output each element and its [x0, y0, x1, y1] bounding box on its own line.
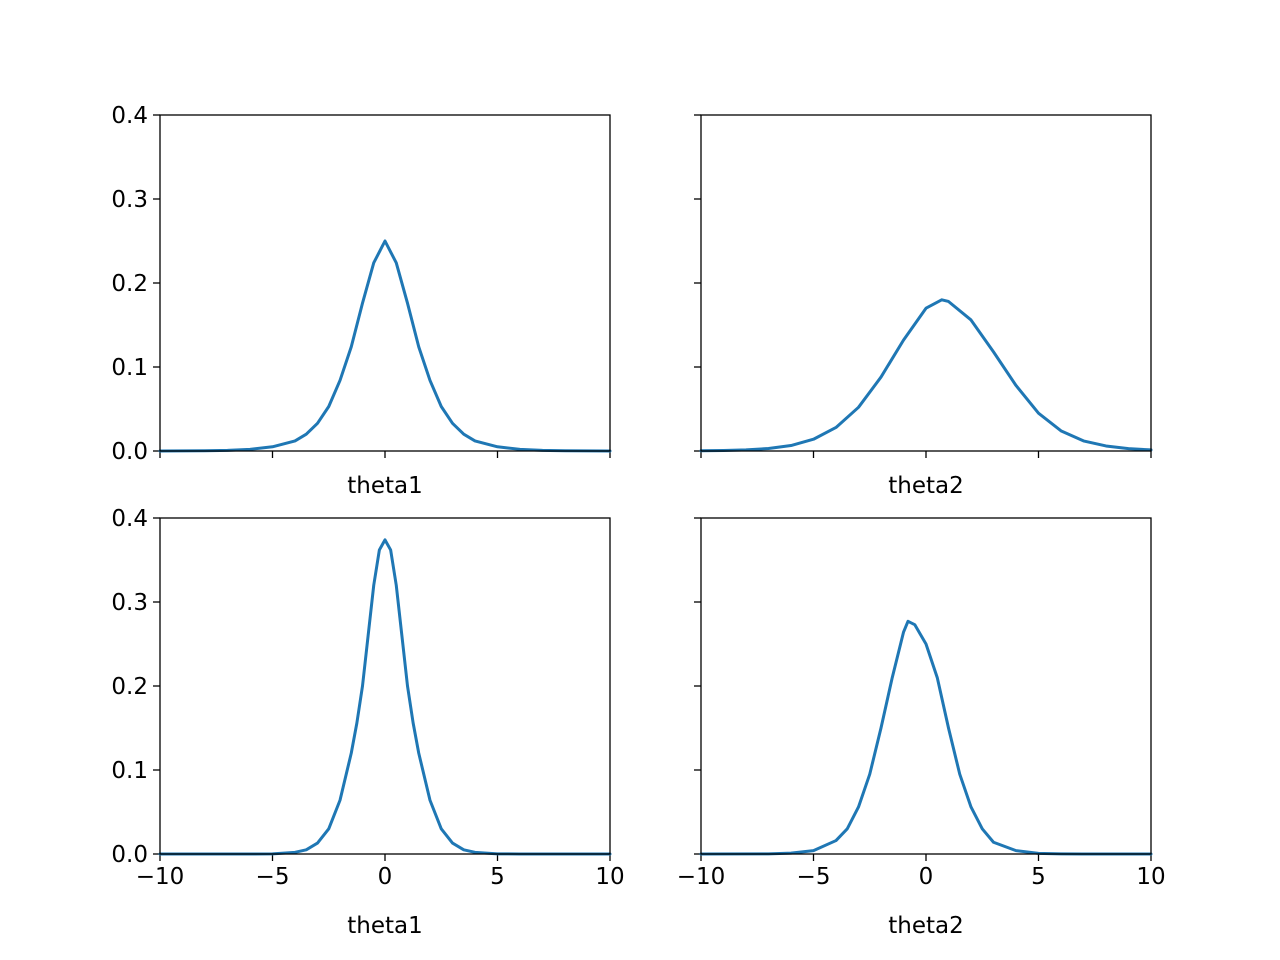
x-tick-label: 10 — [595, 864, 624, 890]
x-axis-label: theta2 — [888, 473, 964, 499]
x-tick-label: 5 — [1031, 864, 1046, 890]
density-curve — [699, 298, 1153, 453]
axes-frame — [700, 114, 1152, 452]
x-tick-label: −10 — [677, 864, 726, 890]
y-tick-label: 0.0 — [111, 439, 148, 465]
y-tick-label: 0.4 — [111, 103, 148, 129]
y-tick-label: 0.4 — [111, 506, 148, 532]
x-tick-label: −5 — [797, 864, 831, 890]
axes-frame — [159, 114, 611, 452]
x-tick-label: −5 — [256, 864, 290, 890]
x-axis-label: theta2 — [888, 913, 964, 939]
y-tick-label: 0.0 — [111, 842, 148, 868]
y-tick-label: 0.2 — [111, 674, 148, 700]
y-tick-label: 0.1 — [111, 355, 148, 381]
subplot-3: −10 −5 0 5 10 0.0 0.1 0.2 0.3 0.4 theta1 — [111, 506, 624, 939]
density-curve — [158, 239, 612, 453]
x-tick-label: 0 — [919, 864, 934, 890]
axes-frame — [700, 517, 1152, 855]
x-tick-label: 5 — [490, 864, 505, 890]
y-tick-label: 0.2 — [111, 271, 148, 297]
y-tick-label: 0.3 — [111, 187, 148, 213]
y-tick-label: 0.1 — [111, 758, 148, 784]
subplot-2: theta2 — [694, 114, 1153, 499]
x-axis-label: theta1 — [347, 473, 423, 499]
subplot-4: −10 −5 0 5 10 theta2 — [677, 517, 1166, 939]
x-tick-label: 10 — [1136, 864, 1165, 890]
x-tick-label: 0 — [378, 864, 393, 890]
y-tick-label: 0.3 — [111, 590, 148, 616]
x-axis-label: theta1 — [347, 913, 423, 939]
density-curve — [699, 619, 1153, 856]
density-curve — [158, 538, 612, 856]
x-tick-label: −10 — [136, 864, 185, 890]
subplot-1: 0.0 0.1 0.2 0.3 0.4 theta1 — [111, 103, 612, 499]
axes-frame — [159, 517, 611, 855]
